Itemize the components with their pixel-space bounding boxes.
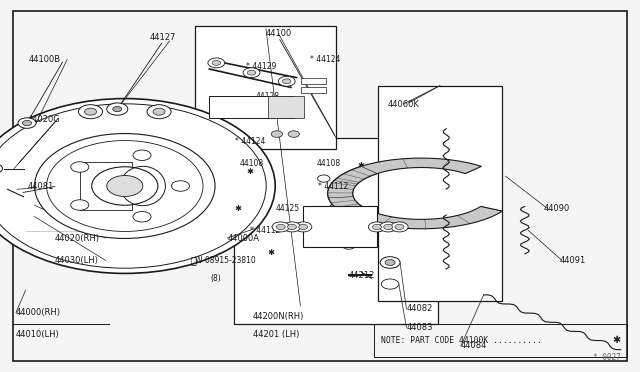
Circle shape — [107, 103, 128, 115]
Circle shape — [18, 118, 36, 128]
Text: 44091: 44091 — [560, 256, 586, 265]
Circle shape — [369, 222, 385, 232]
Text: 44100: 44100 — [265, 29, 292, 38]
Circle shape — [243, 227, 250, 231]
Circle shape — [395, 224, 404, 230]
Circle shape — [84, 108, 97, 115]
Text: 44083: 44083 — [406, 323, 433, 332]
Text: ✱: ✱ — [267, 248, 274, 257]
Circle shape — [92, 167, 158, 205]
Text: Ⓦ: Ⓦ — [190, 256, 196, 265]
Bar — [378, 86, 502, 301]
Text: 44201 (LH): 44201 (LH) — [253, 330, 299, 339]
Text: W 08915-23810: W 08915-23810 — [195, 256, 256, 265]
Circle shape — [212, 60, 221, 65]
Bar — [80, 161, 132, 211]
Text: 44212: 44212 — [349, 271, 375, 280]
Circle shape — [71, 200, 89, 210]
Text: 44081: 44081 — [28, 182, 54, 190]
Text: ✱: ✱ — [246, 167, 253, 176]
Bar — [374, 324, 627, 357]
Circle shape — [384, 224, 393, 230]
Text: 44010(LH): 44010(LH) — [16, 330, 60, 339]
Bar — [195, 26, 336, 149]
Circle shape — [147, 105, 171, 119]
Text: ✱: ✱ — [343, 226, 349, 235]
Circle shape — [299, 224, 308, 230]
Text: 44125: 44125 — [275, 204, 300, 213]
Text: ✱: ✱ — [234, 204, 241, 213]
Text: (8): (8) — [210, 275, 221, 283]
Text: 44108: 44108 — [317, 159, 341, 168]
Text: 44084: 44084 — [461, 341, 487, 350]
Circle shape — [35, 134, 215, 238]
Circle shape — [278, 76, 295, 86]
Text: 44030(LH): 44030(LH) — [54, 256, 99, 265]
Text: 44082: 44082 — [406, 304, 433, 313]
Circle shape — [133, 212, 151, 222]
Circle shape — [107, 176, 143, 196]
Bar — [268, 96, 303, 118]
Text: * 44124: * 44124 — [310, 55, 340, 64]
Text: 44200N(RH): 44200N(RH) — [253, 312, 304, 321]
Circle shape — [0, 164, 3, 173]
Text: * 44112: * 44112 — [318, 182, 348, 190]
Text: ✱: ✱ — [612, 336, 621, 345]
Circle shape — [294, 222, 312, 232]
Circle shape — [385, 260, 395, 265]
Text: * 44112: * 44112 — [250, 226, 280, 235]
Circle shape — [271, 131, 282, 137]
Circle shape — [342, 242, 355, 249]
Text: 44127: 44127 — [150, 33, 177, 42]
Circle shape — [247, 70, 256, 75]
Text: 44000A: 44000A — [227, 234, 259, 243]
Circle shape — [380, 257, 400, 268]
Circle shape — [172, 181, 189, 191]
Circle shape — [133, 150, 151, 160]
Text: * 0027: * 0027 — [593, 353, 621, 362]
Circle shape — [380, 222, 397, 232]
Text: 44000(RH): 44000(RH) — [16, 308, 61, 317]
Circle shape — [276, 224, 285, 230]
Polygon shape — [328, 158, 502, 229]
Circle shape — [372, 224, 381, 230]
Circle shape — [272, 222, 289, 232]
Circle shape — [243, 68, 260, 78]
Circle shape — [153, 108, 165, 115]
Circle shape — [239, 224, 254, 233]
Circle shape — [391, 222, 408, 232]
Bar — [209, 96, 294, 118]
Bar — [303, 206, 377, 247]
Text: 44128: 44128 — [256, 92, 280, 101]
Circle shape — [282, 79, 291, 84]
Text: 44100B: 44100B — [29, 55, 61, 64]
Circle shape — [288, 131, 300, 137]
Circle shape — [79, 105, 102, 119]
Circle shape — [208, 58, 225, 68]
Bar — [301, 78, 326, 84]
Circle shape — [317, 175, 330, 182]
Text: * 44124: * 44124 — [235, 137, 265, 146]
Bar — [301, 87, 326, 93]
Circle shape — [0, 99, 275, 273]
Bar — [234, 138, 438, 324]
Circle shape — [284, 222, 301, 232]
Text: ✱: ✱ — [357, 161, 364, 170]
Circle shape — [287, 224, 296, 230]
Circle shape — [381, 279, 399, 289]
Text: 44060K: 44060K — [387, 100, 419, 109]
Text: * 44129: * 44129 — [246, 62, 276, 71]
Text: NOTE: PART CODE 44100K ..........: NOTE: PART CODE 44100K .......... — [381, 336, 541, 345]
Text: 44108: 44108 — [240, 159, 264, 168]
Text: 44211: 44211 — [349, 241, 375, 250]
Circle shape — [71, 162, 89, 172]
Polygon shape — [328, 166, 377, 211]
Text: 44020G: 44020G — [28, 115, 60, 124]
Circle shape — [0, 185, 8, 192]
Circle shape — [22, 121, 31, 126]
Circle shape — [113, 106, 122, 112]
Text: 44090: 44090 — [544, 204, 570, 213]
Text: 44020(RH): 44020(RH) — [54, 234, 99, 243]
